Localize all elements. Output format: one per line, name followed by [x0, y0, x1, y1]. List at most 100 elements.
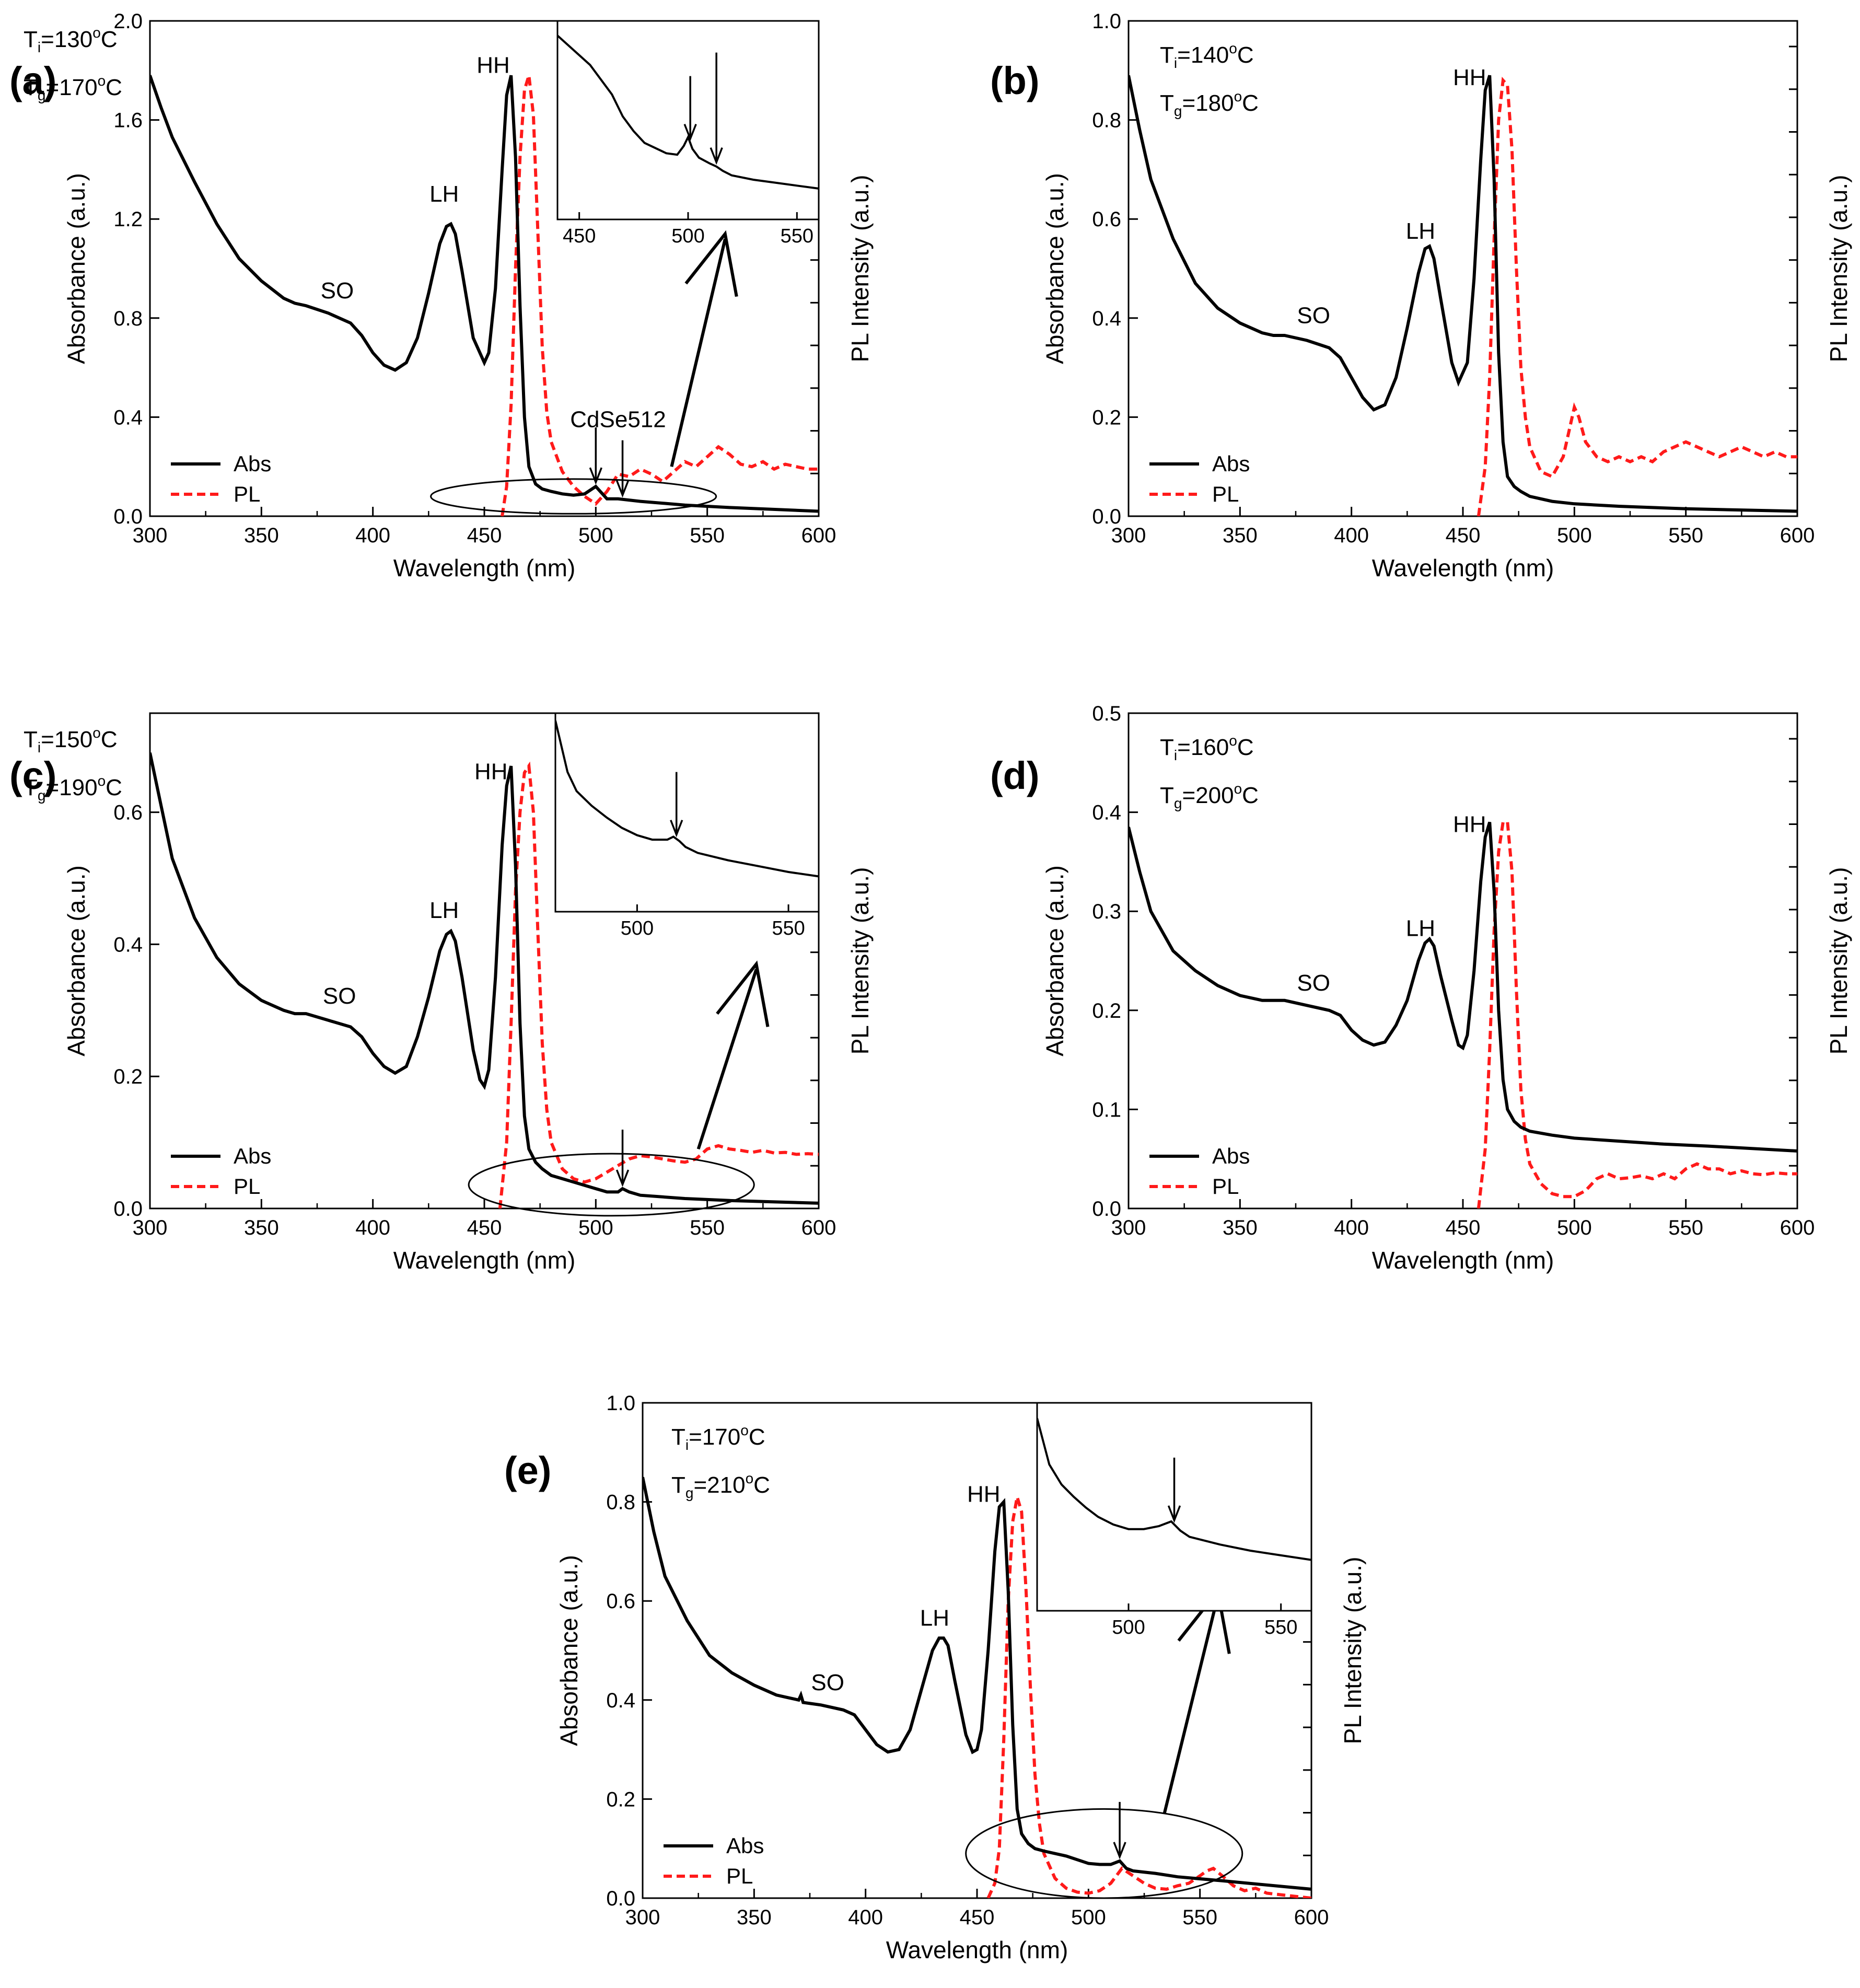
temp-part: o: [1229, 733, 1237, 749]
inset-chart: 500 550: [1036, 1402, 1312, 1638]
temp-part: C: [101, 27, 118, 52]
x-tick-label: 500: [1071, 1906, 1106, 1929]
x-tick-label: 600: [801, 524, 836, 547]
legend-pl-label: PL: [1212, 482, 1239, 506]
temp-part: T: [671, 1424, 685, 1450]
temp-part: o: [1234, 781, 1242, 797]
zoom-arrow-head: [716, 960, 770, 1027]
x-tick-label: 550: [1668, 524, 1703, 547]
x-tick-label: 400: [1334, 524, 1369, 547]
y-tick-label: 1.0: [606, 1392, 635, 1415]
inset-x-tick-label: 550: [781, 225, 813, 247]
x-axis-label: Wavelength (nm): [393, 1247, 576, 1274]
peak-label-so: SO: [1297, 970, 1330, 996]
y-tick-label: 0.2: [113, 1065, 143, 1088]
feature-arrow-head: [1113, 1842, 1126, 1859]
y2-axis-label: PL Intensity (a.u.): [1825, 867, 1852, 1055]
temp-part: g: [685, 1485, 694, 1501]
y-axis-label: Absorbance (a.u.): [63, 173, 90, 364]
zoom-arrow: [696, 969, 758, 1150]
temp-part: g: [1174, 103, 1182, 119]
abs-series-line: [150, 75, 819, 513]
x-axis-label: Wavelength (nm): [1372, 554, 1554, 582]
temp-tg-label: Tg=180oC: [1160, 88, 1259, 119]
chart-panel-d: 300 350 400 450 500 550 600 0.0 0.1 0.2 0.3 0.4 0.5 W…: [990, 702, 1852, 1274]
peak-label-lh: LH: [1406, 916, 1435, 941]
peak-label-so: SO: [811, 1670, 844, 1695]
temp-ti-label: Ti=160oC: [1160, 733, 1254, 763]
temp-part: =210: [693, 1472, 745, 1498]
abs-series-line: [1129, 821, 1797, 1153]
temp-part: o: [1229, 40, 1237, 56]
temp-part: T: [1160, 735, 1174, 760]
feature-arrow-head: [615, 1169, 630, 1187]
peak-label-hh: HH: [476, 53, 510, 78]
y-tick-label: 0.2: [1092, 999, 1121, 1022]
peak-label-hh: HH: [474, 759, 508, 784]
temp-ti-label: Ti=170oC: [671, 1422, 765, 1453]
legend-pl-label: PL: [726, 1864, 753, 1888]
temp-part: i: [38, 39, 41, 55]
x-tick-label: 300: [1111, 1216, 1146, 1239]
feature-arrow-head: [589, 467, 602, 485]
inset-abs-line: [555, 720, 819, 878]
panel-label: (e): [504, 1449, 551, 1492]
pl-series-line: [986, 1496, 1311, 1898]
highlight-ellipse: [430, 478, 717, 515]
y-tick-label: 0.6: [113, 801, 143, 824]
y-axis-label: Absorbance (a.u.): [1041, 173, 1068, 364]
temp-part: C: [106, 775, 122, 800]
y-tick-label: 1.6: [113, 109, 143, 132]
peak-label-lh: LH: [920, 1606, 949, 1631]
y-tick-label: 0.8: [113, 307, 143, 330]
y-tick-label: 0.0: [113, 1198, 143, 1220]
inset-x-tick-label: 500: [671, 225, 704, 247]
peak-label-so: SO: [1297, 303, 1330, 328]
temp-part: g: [1174, 795, 1182, 811]
temp-tg-label: Tg=170oC: [24, 73, 122, 103]
temp-part: o: [92, 725, 101, 741]
y-tick-label: 1.2: [113, 208, 143, 231]
x-tick-label: 300: [625, 1906, 660, 1929]
temp-part: =170: [689, 1424, 740, 1450]
chart-panel-b: 300 350 400 450 500 550 600 0.0 0.2 0.4 0.6 0.8 1.0 W…: [990, 10, 1852, 582]
legend-pl-label: PL: [234, 482, 260, 506]
inset-x-tick-label: 550: [1264, 1617, 1297, 1638]
y-axis-label: Absorbance (a.u.): [555, 1555, 583, 1746]
panel-label: (c): [9, 754, 56, 797]
y-tick-label: 0.3: [1092, 900, 1121, 923]
pl-series-line: [501, 75, 819, 516]
peak-label-lh: LH: [1406, 218, 1435, 244]
temp-part: C: [749, 1424, 765, 1450]
inset-feature-arrow-head: [1167, 1505, 1181, 1523]
legend-abs-label: Abs: [1212, 451, 1250, 476]
y-tick-label: 0.8: [1092, 109, 1121, 132]
y-tick-label: 0.4: [1092, 801, 1121, 824]
temp-part: i: [1174, 747, 1177, 763]
y-tick-label: 0.8: [606, 1491, 635, 1514]
temp-part: C: [1242, 783, 1259, 808]
y-tick-label: 0.0: [606, 1887, 635, 1910]
x-axis-label: Wavelength (nm): [886, 1936, 1068, 1963]
x-tick-label: 400: [848, 1906, 883, 1929]
x-tick-label: 550: [1668, 1216, 1703, 1239]
chart-panel-c: 300 350 400 450 500 550 600 0.0 0.2 0.4 0.6 Wavelen…: [9, 712, 874, 1274]
temp-part: C: [1242, 90, 1259, 116]
peak-label-lh: LH: [429, 181, 459, 207]
annotation-label: CdSe512: [570, 406, 666, 432]
y2-axis-label: PL Intensity (a.u.): [846, 867, 874, 1055]
x-tick-label: 500: [1557, 524, 1592, 547]
temp-part: C: [1237, 735, 1254, 760]
temp-tg-label: Tg=190oC: [24, 773, 122, 804]
temp-part: i: [1174, 55, 1177, 71]
chart-panel-a: 300 350 400 450 500 550 600 0.0 0.4 0.8 1.2 1.6 2.0 W…: [9, 10, 874, 582]
temp-part: o: [98, 73, 106, 89]
panel-label: (a): [9, 59, 56, 102]
peak-label-so: SO: [323, 983, 356, 1009]
y-tick-label: 0.2: [606, 1788, 635, 1811]
x-tick-label: 350: [737, 1906, 772, 1929]
y-tick-label: 0.0: [1092, 1198, 1121, 1220]
x-tick-label: 450: [960, 1906, 995, 1929]
x-tick-label: 400: [355, 524, 390, 547]
